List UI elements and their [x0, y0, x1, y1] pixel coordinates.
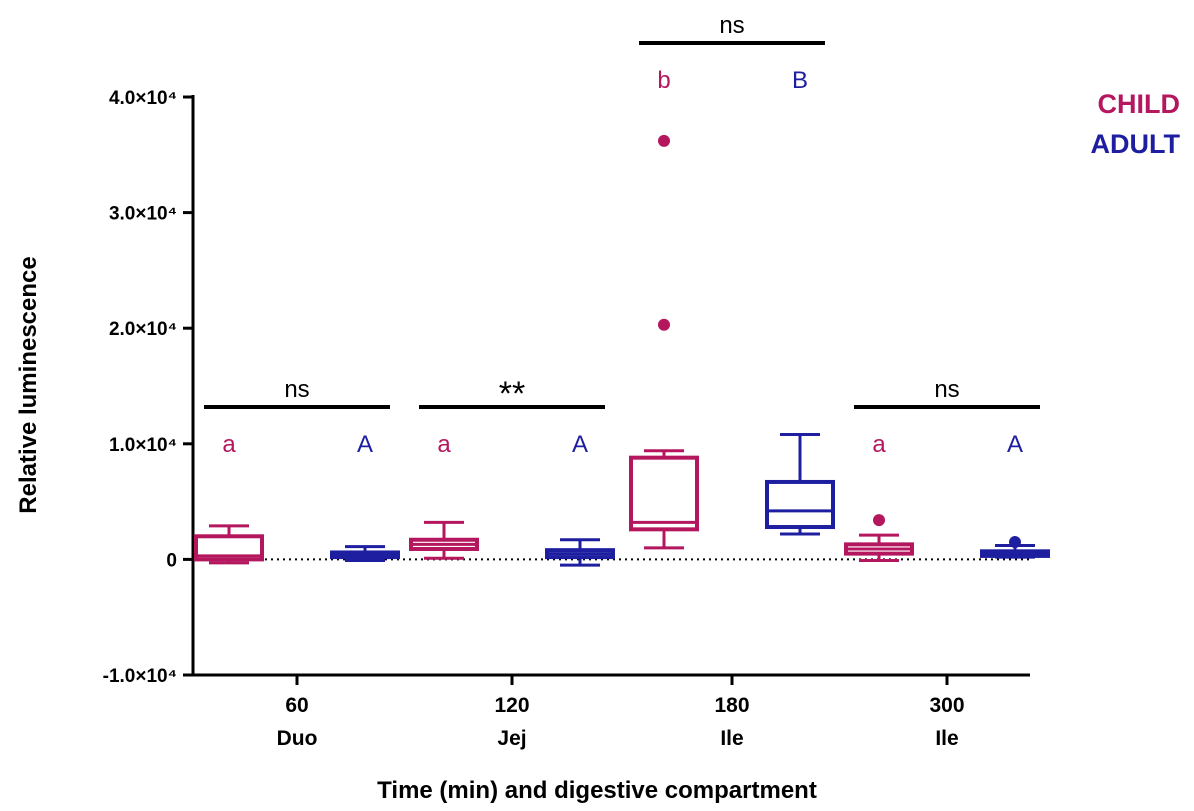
y-tick-label: 4.0×10⁴ [109, 88, 177, 109]
child-group-letter: a [872, 431, 886, 458]
adult-group-letter: B [792, 67, 808, 94]
child-box [194, 534, 264, 562]
x-axis-title: Time (min) and digestive compartment [377, 777, 817, 804]
comparison-label: ns [934, 376, 959, 403]
comparison-label: ns [719, 12, 744, 39]
x-tick-label-compartment: Jej [497, 727, 526, 750]
legend-entry-child: CHILD [1098, 89, 1181, 119]
comparison-label: ns [284, 376, 309, 403]
comparison-label: ** [499, 375, 525, 413]
x-tick-label-time: 300 [929, 694, 964, 717]
x-tick-label-time: 60 [285, 694, 308, 717]
x-tick-label-compartment: Duo [277, 727, 318, 750]
y-tick-label: 1.0×10⁴ [109, 435, 177, 456]
child-outlier-point [658, 134, 670, 147]
adult-group-letter: A [1007, 431, 1023, 458]
adult-group-letter: A [572, 431, 588, 458]
x-tick-label-compartment: Ile [720, 727, 743, 750]
y-tick-label: -1.0×10⁴ [103, 666, 177, 687]
y-tick-label: 0 [166, 550, 177, 571]
child-box [629, 455, 699, 532]
child-outlier-point [873, 514, 885, 527]
child-group-letter: a [222, 431, 236, 458]
y-axis-title: Relative luminescence [15, 256, 42, 513]
x-tick-label-time: 120 [494, 694, 529, 717]
adult-outlier-point [1009, 536, 1021, 549]
adult-group-letter: A [357, 431, 373, 458]
adult-box [765, 479, 835, 530]
x-tick-label-compartment: Ile [935, 727, 958, 750]
child-group-letter: a [437, 431, 451, 458]
y-tick-label: 2.0×10⁴ [109, 319, 177, 340]
x-tick-label-time: 180 [714, 694, 749, 717]
child-group-letter: b [657, 67, 670, 94]
child-outlier-point [658, 318, 670, 331]
legend-entry-adult: ADULT [1091, 129, 1181, 159]
y-tick-label: 3.0×10⁴ [109, 204, 177, 225]
